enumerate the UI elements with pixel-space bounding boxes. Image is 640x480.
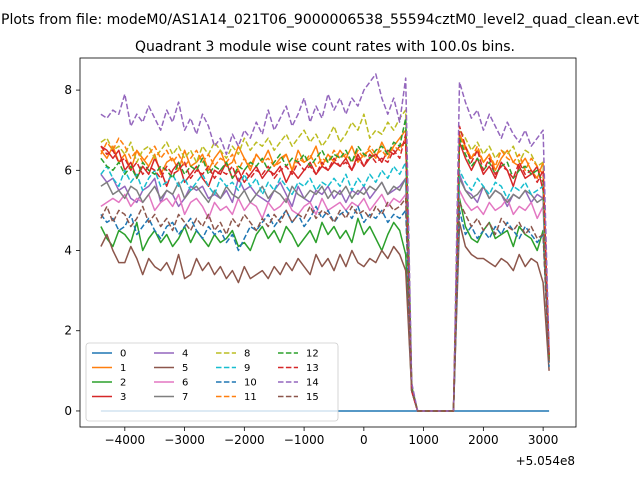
axes-frame: [79, 57, 577, 428]
series-line-6: [100, 189, 550, 412]
x-tick-label: −4000: [105, 433, 146, 447]
x-offset-label: +5.054e8: [516, 454, 575, 468]
legend-label-7: 7: [182, 392, 188, 403]
chart-title: Quadrant 3 module wise count rates with …: [135, 39, 515, 55]
x-tick-label: 1000: [408, 433, 439, 447]
series-line-7: [100, 177, 550, 412]
x-tick-label: 0: [360, 433, 368, 447]
legend-label-4: 4: [182, 349, 188, 360]
legend-label-8: 8: [244, 349, 250, 360]
legend-label-11: 11: [244, 392, 257, 403]
series-line-10: [100, 205, 550, 412]
legend-label-15: 15: [306, 392, 319, 403]
series-line-12: [100, 117, 550, 412]
series-line-13: [100, 125, 550, 412]
legend-frame: [85, 342, 339, 422]
x-tick-label: −1000: [284, 433, 325, 447]
legend-label-9: 9: [244, 363, 250, 374]
axes: −4000 −3000 −2000 −1000 0 1000 2000 3000 0 2 4 6 8: [64, 57, 577, 447]
series-lines: [100, 73, 550, 412]
plot-area: [100, 73, 550, 412]
series-line-5: [100, 221, 550, 412]
legend-label-10: 10: [244, 378, 257, 389]
series-line-15: [100, 197, 550, 412]
series-line-11: [100, 133, 550, 412]
y-tick-label: 2: [64, 324, 72, 338]
series-line-8: [100, 109, 550, 412]
x-tick-label: −3000: [164, 433, 205, 447]
x-tick-label: 3000: [528, 433, 559, 447]
y-tick-label: 6: [64, 163, 72, 177]
legend-label-5: 5: [182, 363, 188, 374]
legend-label-1: 1: [120, 363, 126, 374]
legend-label-2: 2: [120, 378, 126, 389]
legend-label-12: 12: [306, 349, 319, 360]
legend-label-0: 0: [120, 349, 126, 360]
x-tick-label: −2000: [224, 433, 265, 447]
legend-label-6: 6: [182, 378, 188, 389]
y-tick-label: 0: [64, 404, 72, 418]
series-line-9: [100, 161, 550, 412]
y-tick-label: 4: [64, 244, 72, 258]
y-tick-label: 8: [64, 83, 72, 97]
series-line-14: [100, 73, 550, 412]
series-line-2: [100, 197, 550, 412]
series-line-3: [100, 141, 550, 412]
legend-label-14: 14: [306, 378, 319, 389]
legend-label-13: 13: [306, 363, 319, 374]
figure-suptitle: Plots from file: modeM0/AS1A14_021T06_90…: [1, 12, 639, 28]
legend-label-3: 3: [120, 392, 126, 403]
x-tick-label: 2000: [468, 433, 499, 447]
